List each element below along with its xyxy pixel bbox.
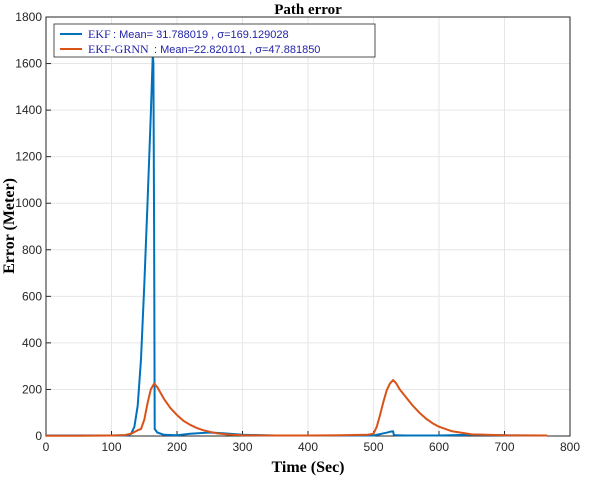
y-tick-label: 200 bbox=[22, 382, 42, 396]
y-axis-ticks: 0 200 400 600 800 1000 1200 1400 1600 1800 bbox=[15, 10, 51, 443]
legend-label-ekf: EKF bbox=[88, 27, 111, 41]
legend-stat-ekf-grnn: : Mean=22.820101 , σ=47.881850 bbox=[154, 44, 320, 56]
y-axis-label: Error (Meter) bbox=[1, 178, 18, 274]
x-tick-label: 700 bbox=[494, 440, 514, 454]
x-tick-label: 500 bbox=[363, 440, 383, 454]
y-tick-label: 600 bbox=[22, 289, 42, 303]
y-tick-label: 0 bbox=[35, 429, 42, 443]
y-tick-label: 1600 bbox=[15, 57, 42, 71]
grid-lines bbox=[45, 16, 571, 437]
x-tick-label: 600 bbox=[429, 440, 449, 454]
x-tick-label: 300 bbox=[232, 440, 252, 454]
y-tick-label: 1000 bbox=[15, 196, 42, 210]
series-line-ekf-grnn bbox=[46, 379, 548, 437]
x-axis-ticks: 0 100 200 300 400 500 600 700 800 bbox=[43, 431, 580, 454]
x-tick-label: 200 bbox=[167, 440, 187, 454]
y-tick-label: 1800 bbox=[15, 10, 42, 24]
y-tick-label: 1400 bbox=[15, 103, 42, 117]
x-tick-label: 400 bbox=[298, 440, 318, 454]
series-lines bbox=[46, 53, 548, 437]
legend: EKF : Mean= 31.788019 , σ=169.129028 EKF… bbox=[53, 23, 376, 58]
x-axis-label: Time (Sec) bbox=[271, 459, 344, 476]
y-tick-label: 800 bbox=[22, 243, 42, 257]
series-line-ekf bbox=[46, 53, 548, 437]
legend-label-ekf-grnn: EKF-GRNN bbox=[88, 42, 149, 56]
x-tick-label: 100 bbox=[101, 440, 121, 454]
x-tick-label: 0 bbox=[43, 440, 50, 454]
legend-stat-ekf: : Mean= 31.788019 , σ=169.129028 bbox=[113, 29, 289, 41]
legend-box bbox=[53, 23, 376, 58]
y-tick-label: 1200 bbox=[15, 150, 42, 164]
y-tick-label: 400 bbox=[22, 336, 42, 350]
chart-title: Path error bbox=[274, 2, 342, 18]
x-tick-label: 800 bbox=[560, 440, 580, 454]
